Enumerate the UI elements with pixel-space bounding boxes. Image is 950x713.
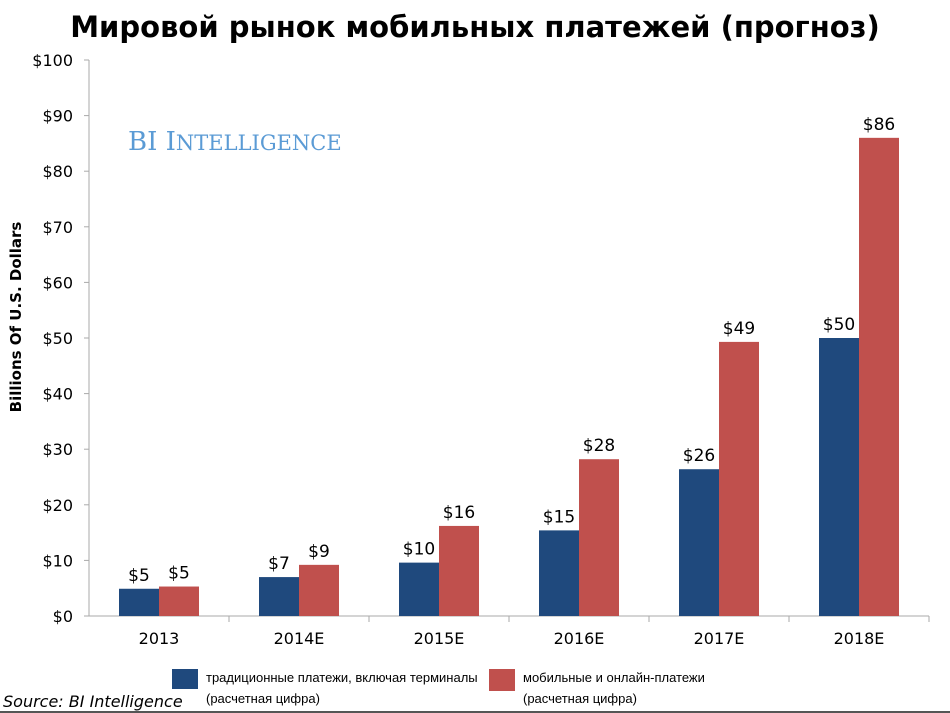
- data-label: $9: [308, 542, 330, 562]
- y-tick-label: $50: [42, 329, 73, 348]
- legend-sublabel: (расчетная цифра): [206, 691, 320, 706]
- data-label: $15: [543, 507, 575, 527]
- y-tick-label: $70: [42, 218, 73, 237]
- bar-traditional: [819, 338, 859, 616]
- x-tick-label: 2013: [139, 629, 180, 648]
- data-label: $5: [128, 566, 150, 586]
- bar-mobile: [719, 341, 759, 616]
- y-axis-label: Billions Of U.S. Dollars: [7, 222, 25, 413]
- data-label: $50: [823, 315, 855, 335]
- x-tick-label: 2018E: [834, 629, 885, 648]
- x-tick-label: 2015E: [414, 629, 465, 648]
- bar-mobile: [299, 564, 339, 616]
- data-label: $49: [723, 319, 755, 339]
- x-tick-label: 2017E: [694, 629, 745, 648]
- divider: [0, 711, 950, 713]
- data-label: $28: [583, 436, 615, 456]
- y-tick-label: $80: [42, 162, 73, 181]
- x-tick-label: 2014E: [274, 629, 325, 648]
- y-tick-label: $0: [53, 607, 73, 626]
- bar-mobile: [579, 459, 619, 616]
- legend-label: мобильные и онлайн-платежи: [523, 670, 705, 685]
- x-tick-label: 2016E: [554, 629, 605, 648]
- legend-label: традиционные платежи, включая терминалы: [206, 670, 478, 685]
- legend-swatch-red: [489, 669, 515, 691]
- bar-traditional: [539, 530, 579, 616]
- bar-mobile: [859, 137, 899, 616]
- y-tick-label: $10: [42, 551, 73, 570]
- y-tick-label: $30: [42, 440, 73, 459]
- y-tick-label: $40: [42, 385, 73, 404]
- data-label: $26: [683, 446, 715, 466]
- bar-traditional: [259, 577, 299, 616]
- y-tick-label: $60: [42, 273, 73, 292]
- bar-mobile: [439, 525, 479, 616]
- data-label: $16: [443, 503, 475, 523]
- data-label: $10: [403, 540, 435, 560]
- legend-item-mobile: мобильные и онлайн-платежи (расчетная циф…: [489, 667, 705, 709]
- bar-traditional: [679, 469, 719, 616]
- bar-mobile: [159, 586, 199, 616]
- chart-title: Мировой рынок мобильных платежей (прогно…: [70, 10, 880, 44]
- legend-sublabel: (расчетная цифра): [523, 691, 637, 706]
- source-note: Source: BI Intelligence: [3, 692, 183, 711]
- bi-intelligence-watermark: BI INTELLIGENCE: [128, 127, 342, 157]
- data-label: $86: [863, 115, 895, 135]
- data-label: $7: [268, 554, 290, 574]
- data-label: $5: [168, 564, 190, 584]
- legend-swatch-blue: [172, 669, 198, 689]
- legend-item-traditional: традиционные платежи, включая терминалы (…: [172, 667, 478, 709]
- y-tick-label: $90: [42, 107, 73, 126]
- y-tick-label: $20: [42, 496, 73, 515]
- y-tick-label: $100: [32, 51, 73, 70]
- bar-traditional: [119, 588, 159, 616]
- bar-traditional: [399, 562, 439, 616]
